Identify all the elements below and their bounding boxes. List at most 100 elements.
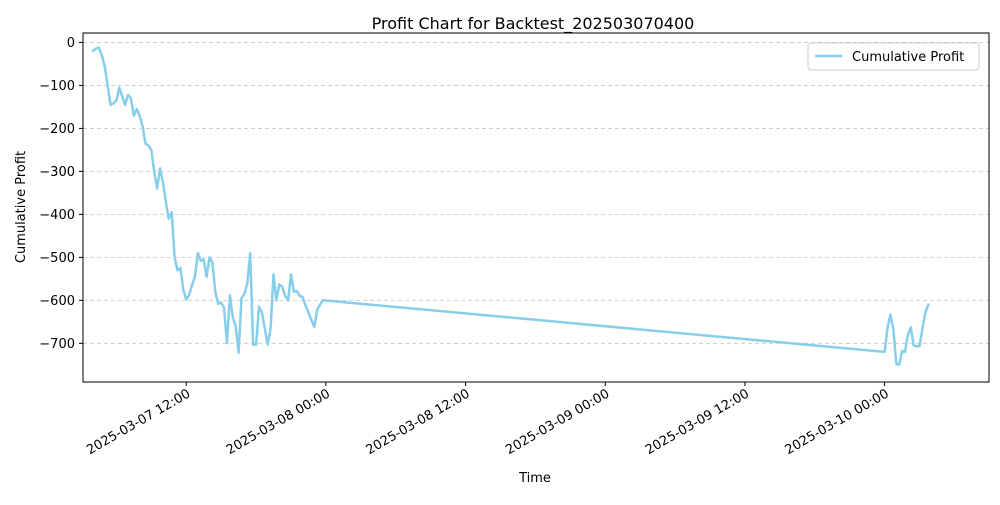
data-point — [316, 309, 318, 311]
legend-box — [807, 42, 980, 71]
data-point — [208, 256, 210, 258]
data-point — [883, 351, 885, 353]
y-tick-label: −700 — [39, 337, 75, 352]
data-point — [211, 261, 213, 263]
data-point — [275, 299, 277, 301]
data-point — [915, 345, 917, 347]
data-point — [203, 258, 205, 260]
data-point — [235, 325, 237, 327]
data-point — [147, 144, 149, 146]
data-point — [109, 104, 111, 106]
data-point — [237, 352, 239, 354]
data-point — [243, 293, 245, 295]
data-point — [927, 303, 929, 305]
data-point — [304, 304, 306, 306]
x-tick-label: 2025-03-10 00:00 — [783, 386, 892, 458]
data-point — [299, 295, 301, 297]
data-point — [150, 149, 152, 151]
data-point — [191, 284, 193, 286]
x-tick-label: 2025-03-09 12:00 — [643, 386, 752, 458]
data-point — [232, 316, 234, 318]
data-point — [921, 327, 923, 329]
data-point — [240, 297, 242, 299]
data-point — [229, 294, 231, 296]
data-point — [892, 328, 894, 330]
data-point — [278, 283, 280, 285]
data-point — [290, 273, 292, 275]
plot-frame — [82, 32, 990, 383]
data-point — [188, 294, 190, 296]
x-axis-title: Time — [518, 471, 551, 486]
data-point — [159, 167, 161, 169]
data-point — [165, 200, 167, 202]
data-point — [907, 334, 909, 336]
data-point — [176, 269, 178, 271]
data-point — [101, 54, 103, 56]
data-point — [284, 295, 286, 297]
data-point — [141, 125, 143, 127]
data-point — [205, 276, 207, 278]
legend-label: Cumulative Profit — [852, 50, 964, 65]
data-point — [156, 187, 158, 189]
data-point — [220, 301, 222, 303]
data-point — [313, 326, 315, 328]
y-tick-label: −500 — [39, 251, 75, 266]
data-point — [136, 108, 138, 110]
gridlines — [83, 42, 989, 344]
data-point — [95, 47, 97, 49]
y-tick-label: −400 — [39, 208, 75, 223]
data-point — [310, 319, 312, 321]
data-point — [272, 273, 274, 275]
data-point — [127, 94, 129, 96]
data-point — [293, 291, 295, 293]
data-point — [185, 298, 187, 300]
data-point — [246, 282, 248, 284]
data-point — [249, 252, 251, 254]
y-tick-label: −600 — [39, 294, 75, 309]
data-point — [287, 299, 289, 301]
data-point — [133, 114, 135, 116]
data-point — [138, 114, 140, 116]
series-line — [91, 46, 930, 367]
data-point — [886, 327, 888, 329]
data-point — [223, 306, 225, 308]
legend: Cumulative Profit — [807, 42, 980, 71]
data-point — [307, 311, 309, 313]
data-point — [901, 350, 903, 352]
x-tick-label: 2025-03-07 12:00 — [84, 386, 193, 458]
data-point — [104, 65, 106, 67]
data-point — [118, 86, 120, 88]
data-point — [173, 256, 175, 258]
data-point — [301, 296, 303, 298]
data-point — [296, 290, 298, 292]
data-point — [910, 326, 912, 328]
x-tick-label: 2025-03-08 00:00 — [224, 386, 333, 458]
data-point — [214, 291, 216, 293]
y-tick-label: −200 — [39, 122, 75, 137]
data-point — [255, 343, 257, 345]
data-point — [153, 170, 155, 172]
data-point — [200, 260, 202, 262]
y-tick-label: −100 — [39, 79, 75, 94]
data-point — [162, 181, 164, 183]
data-point — [115, 99, 117, 101]
data-point — [112, 102, 114, 104]
data-point — [217, 303, 219, 305]
data-point — [98, 46, 100, 48]
data-point — [898, 364, 900, 366]
data-point — [168, 218, 170, 220]
data-point — [130, 97, 132, 99]
data-point — [269, 327, 271, 329]
x-tick-label: 2025-03-08 12:00 — [364, 386, 473, 458]
data-point — [895, 363, 897, 365]
y-axis: 0 −100 −200 −300 −400 −500 −600 −700 — [39, 36, 83, 352]
data-point — [261, 311, 263, 313]
series-layer — [91, 46, 930, 367]
data-point — [322, 299, 324, 301]
data-point — [121, 95, 123, 97]
data-point — [319, 303, 321, 305]
data-point — [144, 142, 146, 144]
data-point — [182, 288, 184, 290]
y-axis-title: Cumulative Profit — [14, 151, 29, 263]
data-point — [913, 344, 915, 346]
